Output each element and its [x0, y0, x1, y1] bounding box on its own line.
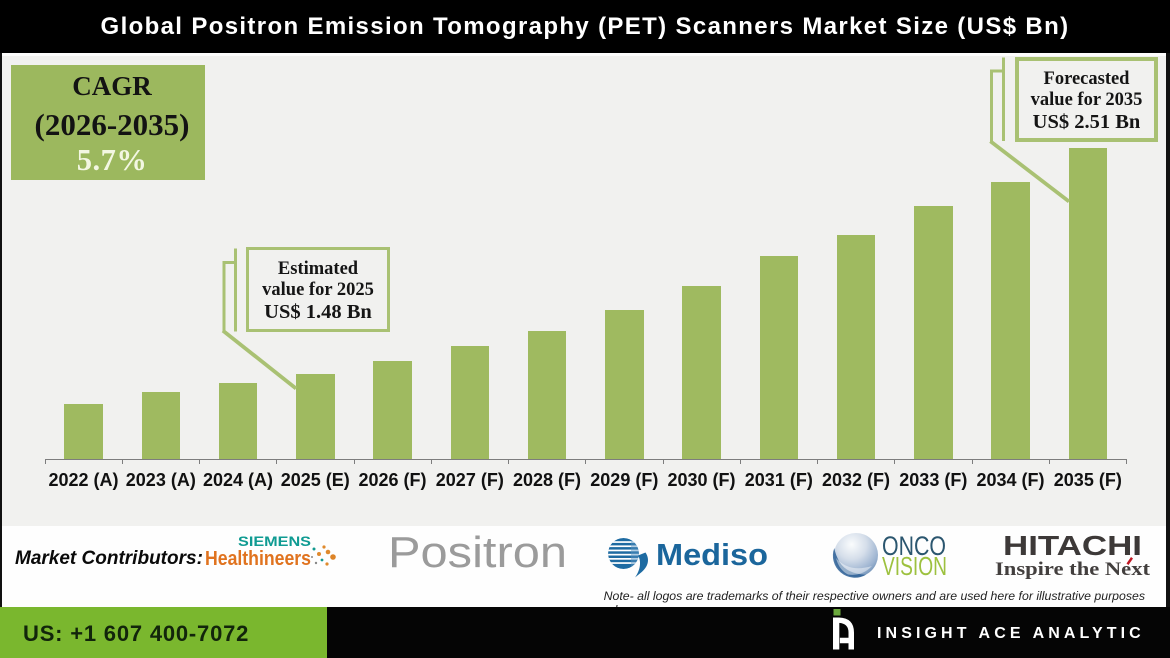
svg-text:Mediso: Mediso — [656, 537, 768, 572]
svg-text:Healthineers: Healthineers — [205, 548, 311, 570]
svg-text:SIEMENS: SIEMENS — [238, 534, 311, 549]
svg-text:HITACHI: HITACHI — [1003, 530, 1142, 561]
svg-text:VISION: VISION — [882, 551, 947, 581]
svg-text:ONCO: ONCO — [882, 531, 946, 561]
svg-text:Positron: Positron — [388, 528, 567, 577]
svg-text:Inspire the Next: Inspire the Next — [995, 559, 1151, 580]
